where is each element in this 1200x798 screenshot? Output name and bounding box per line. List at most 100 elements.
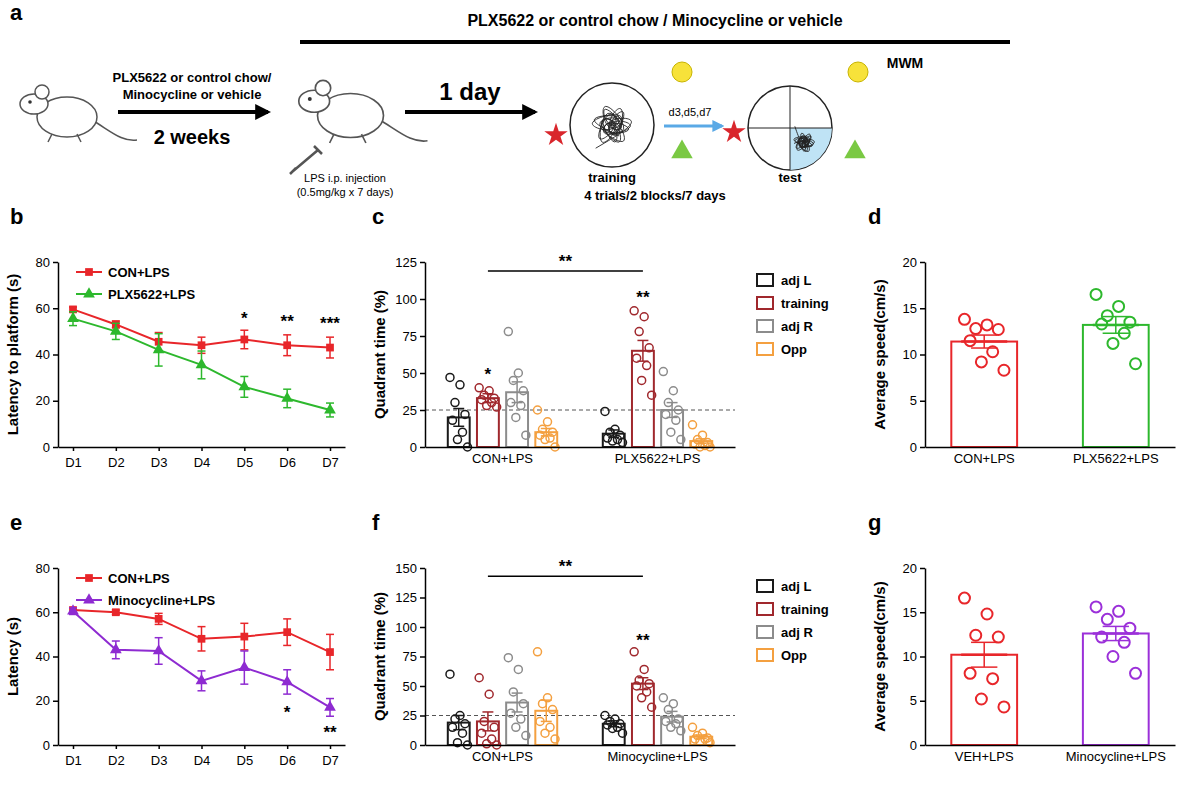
- y-tick-label: 5: [910, 393, 917, 408]
- data-point: [541, 729, 549, 737]
- marker: [238, 661, 250, 671]
- data-point: [987, 346, 998, 357]
- data-point: [1119, 328, 1130, 339]
- data-point: [691, 735, 699, 743]
- data-point: [451, 399, 459, 407]
- test-days-label: d3,d5,d7: [669, 106, 712, 118]
- y-axis-title: Latency to platform (s): [4, 274, 21, 436]
- data-point: [987, 673, 998, 684]
- x-tick: CON+LPS: [472, 745, 533, 764]
- data-point: [618, 729, 626, 737]
- x-tick-mark: [158, 447, 160, 451]
- legend-item: Opp: [757, 342, 807, 357]
- marker: [153, 644, 165, 654]
- data-point: [638, 694, 646, 702]
- data-point: [534, 648, 542, 656]
- x-axis: VEH+LPSMinocycline+LPS: [926, 745, 1176, 764]
- y-tick: 0: [410, 738, 425, 753]
- arrow: [118, 110, 268, 114]
- mean-line: [961, 340, 1007, 343]
- marker: [110, 643, 122, 653]
- y-tick-mark: [420, 262, 425, 264]
- x-tick-label: D3: [151, 753, 168, 768]
- plot-area: [425, 307, 735, 451]
- y-tick-label: 80: [36, 255, 50, 270]
- y-tick-label: 0: [43, 738, 50, 753]
- data-point: [1113, 301, 1124, 312]
- data-point: [645, 680, 653, 688]
- treatment-label: PLX5622 or control chow / Minocycline or…: [467, 12, 842, 29]
- y-tick-label: 20: [903, 255, 917, 270]
- data-point: [1091, 601, 1102, 612]
- x-tick-label: CON+LPS: [954, 451, 1015, 466]
- x-tick-label: D2: [108, 753, 125, 768]
- data-point: [512, 723, 520, 731]
- data-point: [504, 328, 512, 336]
- bar: [661, 717, 683, 745]
- y-tick: 80: [36, 561, 58, 576]
- y-tick-label: 100: [395, 620, 417, 635]
- significance: *: [241, 309, 248, 328]
- y-axis-title: Average speed(cm/s): [871, 581, 888, 731]
- y-tick: 50: [403, 679, 425, 694]
- chart: 020406080Latency to platform (s)D1D2D3D4…: [4, 255, 346, 470]
- legend-item: training: [757, 296, 829, 311]
- x-tick-mark: [244, 745, 246, 749]
- target-quadrant: [790, 128, 832, 170]
- x-tick: VEH+LPS: [955, 745, 1014, 764]
- swim-path: [794, 126, 814, 151]
- legend-item: adj R: [757, 625, 813, 640]
- data-point: [643, 362, 651, 370]
- data-point: [667, 428, 675, 436]
- y-tick: 25: [403, 708, 425, 723]
- y-tick-mark: [420, 410, 425, 412]
- data-point: [461, 720, 469, 728]
- data-point: [536, 717, 544, 725]
- data-point: [645, 344, 653, 352]
- cue-star: [544, 123, 567, 145]
- chart: 05101520Average speed(cm/s)CON+LPSPLX562…: [871, 255, 1176, 466]
- y-tick-mark: [920, 568, 925, 570]
- y-tick: 60: [36, 301, 58, 316]
- y-tick-label: 80: [36, 561, 50, 576]
- legend-item: adj L: [757, 273, 811, 288]
- error-bar: [198, 627, 206, 651]
- y-tick-label: 10: [903, 347, 917, 362]
- data-point: [689, 421, 697, 429]
- legend: CON+LPSMinocycline+LPS: [76, 571, 216, 608]
- x-axis: CON+LPSPLX5622+LPS: [426, 447, 736, 466]
- chart: 05101520Average speed(cm/s)VEH+LPSMinocy…: [871, 561, 1176, 764]
- arrow: [664, 125, 722, 128]
- legend-label: adj L: [781, 579, 811, 594]
- legend-label: training: [781, 602, 829, 617]
- bar: [951, 342, 1017, 447]
- marker: [281, 392, 293, 402]
- x-tick-label: D7: [322, 455, 339, 470]
- plot-area: [425, 648, 735, 749]
- data-point: [635, 328, 643, 336]
- plot-area: [67, 604, 336, 716]
- y-axis: 0255075100125: [395, 255, 425, 455]
- x-tick: Minocycline+LPS: [607, 745, 707, 764]
- y-tick-label: 25: [403, 708, 417, 723]
- x-tick-label: D1: [65, 753, 82, 768]
- chart: 020406080Latency (s)D1D2D3D4D5D6D7CON+LP…: [4, 561, 346, 768]
- y-tick-mark: [53, 612, 58, 614]
- data-point: [522, 732, 530, 740]
- data-point: [630, 307, 638, 315]
- y-tick-mark: [53, 745, 58, 747]
- significance: **: [323, 723, 337, 742]
- marker: [67, 604, 79, 614]
- x-axis: D1D2D3D4D5D6D7: [59, 447, 346, 470]
- pool: [748, 86, 832, 170]
- significance: **: [636, 631, 650, 650]
- x-tick: D3: [151, 447, 168, 470]
- data-point: [504, 654, 512, 662]
- data-point: [458, 729, 466, 737]
- data-point: [451, 715, 459, 723]
- data-point: [522, 431, 530, 439]
- cue-triangle: [844, 140, 865, 159]
- legend-item: CON+LPS: [76, 571, 170, 586]
- y-tick-mark: [920, 701, 925, 703]
- data-point: [638, 376, 646, 384]
